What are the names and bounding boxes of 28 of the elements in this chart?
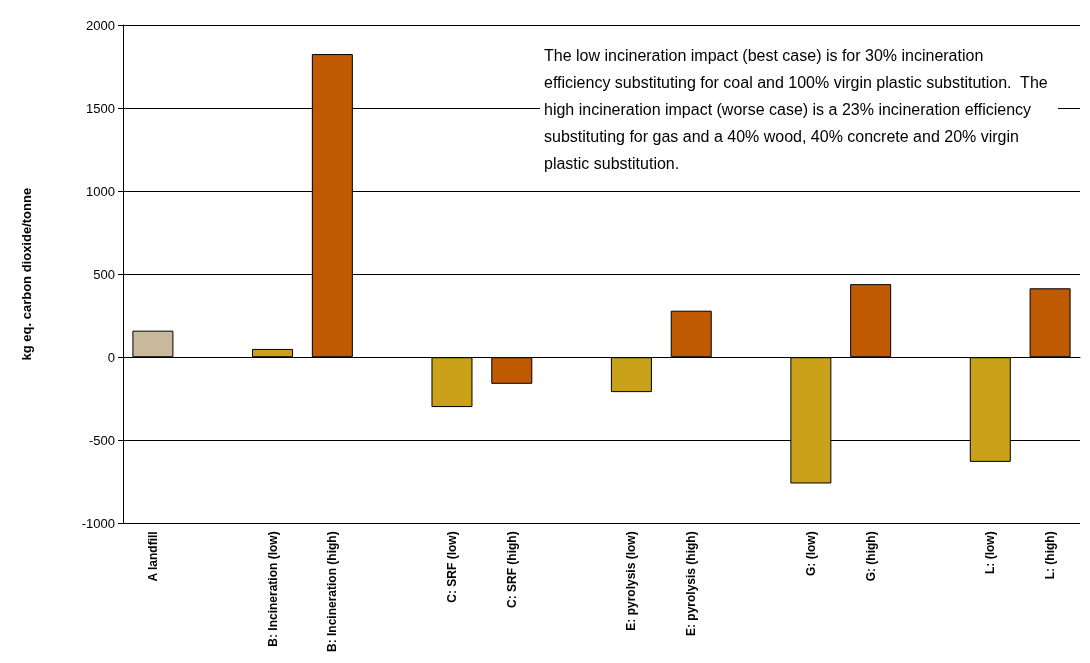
x-tick-label: G: (high)	[863, 531, 878, 582]
bar	[670, 310, 712, 358]
x-tick-label: B: Incineration (low)	[265, 531, 280, 647]
bar	[1029, 288, 1071, 358]
x-tick-label: G: (low)	[803, 531, 818, 576]
y-tick-label: -500	[88, 432, 115, 448]
x-tick-label: E: pyrolysis (high)	[684, 531, 699, 637]
y-tick-label: -1000	[81, 515, 115, 531]
y-axis-title: kg eq. carbon dioxide/tonne	[19, 187, 34, 361]
bar	[431, 357, 473, 408]
bar	[252, 348, 294, 358]
x-tick-label: E: pyrolysis (low)	[624, 531, 639, 631]
bar	[610, 357, 652, 393]
bar	[491, 357, 533, 384]
y-tick-label: 0	[107, 349, 115, 365]
x-tick-label: A landfill	[145, 531, 160, 582]
y-tick-label: 2000	[86, 17, 115, 33]
x-tick-label: C: SRF (high)	[504, 531, 519, 608]
y-tick-label: 500	[93, 266, 115, 282]
bar	[850, 284, 892, 358]
x-tick-label: C: SRF (low)	[444, 531, 459, 603]
bar	[132, 330, 174, 358]
x-tick-label: B: Incineration (high)	[325, 531, 340, 652]
x-tick-label: L: (high)	[1043, 531, 1058, 580]
y-tick-label: 1000	[86, 183, 115, 199]
y-tick-label: 1500	[86, 100, 115, 116]
annotation: The low incineration impact (best case) is for 30% incineration efficiency substituting for coal and 100% virgin plastic substitution. The high incineration impact (worse case) is a 23% incineration efficiency substituting for gas and a 40% wood, 40% concrete and 20% virgin plastic substitution.	[544, 47, 1053, 172]
x-tick-label: L: (low)	[983, 531, 998, 574]
